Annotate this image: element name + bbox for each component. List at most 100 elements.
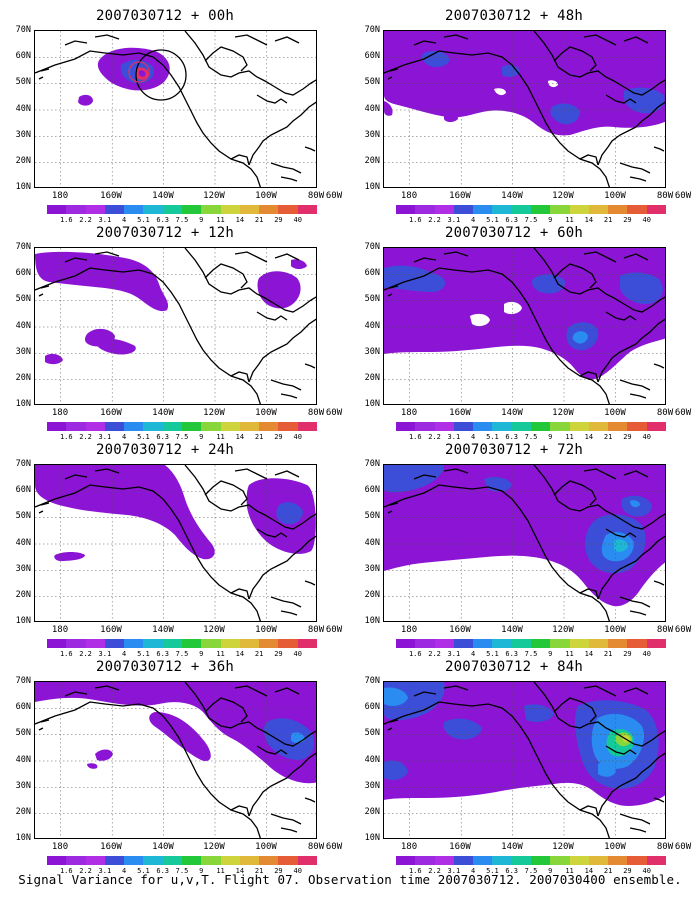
colorbar-swatch (220, 205, 240, 214)
colorbar-label: 5.1 (486, 216, 499, 224)
lat-label: 10N (364, 616, 380, 626)
colorbar-swatch (220, 856, 240, 865)
colorbar-swatch (201, 639, 221, 648)
colorbar-label: 40 (642, 216, 651, 224)
lon-label: 160W (449, 625, 471, 635)
colorbar-swatch (47, 639, 67, 648)
colorbar-swatch (124, 422, 144, 431)
coastline (35, 248, 316, 404)
colorbar-swatch (608, 856, 628, 865)
lon-label: 180 (400, 191, 418, 201)
lat-label: 20N (15, 373, 31, 383)
lat-label: 40N (364, 321, 380, 331)
colorbar-label: 11 (216, 433, 225, 441)
panel-title: 2007030712 + 36h (95, 659, 235, 675)
lon-label: 120W (203, 408, 225, 418)
lon-label: 60W (674, 842, 692, 852)
colorbar-label: 9 (548, 433, 553, 441)
lat-label: 50N (364, 294, 380, 304)
colorbar-label: 4 (122, 650, 127, 658)
colorbar-swatch (415, 639, 435, 648)
lon-label: 80W (307, 408, 325, 418)
colorbar-label: 2.2 (428, 867, 441, 875)
lat-label: 50N (15, 294, 31, 304)
panel-84h: 2007030712 + 84h (349, 659, 691, 875)
map (34, 681, 317, 839)
colorbar-swatch (646, 639, 666, 648)
colorbar-label: 5.1 (137, 433, 150, 441)
colorbar-label: 11 (216, 216, 225, 224)
colorbar-label: 21 (603, 433, 613, 441)
colorbar-label: 21 (254, 216, 264, 224)
colorbar-swatch (473, 205, 493, 214)
coastline (384, 682, 665, 838)
colorbar-label: 1.6 (408, 433, 422, 441)
colorbar-swatch (162, 856, 182, 865)
lat-label: 70N (364, 459, 380, 469)
colorbar-label: 1.6 (59, 867, 73, 875)
colorbar-swatch (278, 422, 298, 431)
colorbar-swatch (143, 639, 163, 648)
lat-label: 10N (364, 833, 380, 843)
colorbar-label: 3.1 (98, 216, 112, 224)
colorbar-swatch (511, 422, 531, 431)
lat-label: 30N (364, 347, 380, 357)
lat-label: 60N (364, 702, 380, 712)
colorbar-swatch (259, 856, 279, 865)
colorbar-swatch (124, 205, 144, 214)
colorbar-swatch (259, 205, 279, 214)
colorbar-swatch (434, 205, 454, 214)
lon-label: 120W (552, 408, 574, 418)
colorbar-swatch (550, 205, 570, 214)
lon-label: 140W (152, 625, 174, 635)
colorbar (47, 205, 317, 214)
lon-label: 180 (400, 842, 418, 852)
colorbar-label: 40 (293, 433, 302, 441)
map (34, 464, 317, 622)
colorbar-swatch (396, 422, 416, 431)
lat-label: 30N (364, 130, 380, 140)
colorbar-label: 29 (274, 650, 283, 658)
colorbar-swatch (627, 205, 647, 214)
colorbar-label: 14 (584, 216, 594, 224)
lat-label: 10N (15, 399, 31, 409)
map-canvas (35, 31, 316, 187)
colorbar-label: 9 (548, 650, 553, 658)
lon-label: 160W (449, 191, 471, 201)
colorbar-label: 1.6 (408, 650, 422, 658)
colorbar-label: 5.1 (486, 433, 499, 441)
map (383, 681, 666, 839)
lon-label: 60W (325, 408, 343, 418)
colorbar-swatch (550, 639, 570, 648)
colorbar-label: 3.1 (447, 433, 461, 441)
colorbar-label: 14 (235, 433, 245, 441)
lon-label: 140W (501, 842, 523, 852)
lat-label: 50N (15, 77, 31, 87)
colorbar-label: 5.1 (486, 650, 499, 658)
colorbar-swatch (627, 639, 647, 648)
colorbar-label: 3.1 (98, 867, 112, 875)
colorbar-swatch (201, 205, 221, 214)
colorbar-label: 4 (122, 216, 127, 224)
colorbar-swatch (143, 856, 163, 865)
lat-label: 50N (364, 511, 380, 521)
lat-label: 60N (15, 51, 31, 61)
colorbar-label: 5.1 (137, 650, 150, 658)
colorbar-label: 11 (565, 216, 574, 224)
colorbar-label: 11 (565, 433, 574, 441)
colorbar-label: 40 (293, 216, 302, 224)
colorbar-swatch (124, 856, 144, 865)
panel-title: 2007030712 + 12h (95, 225, 235, 241)
colorbar-label: 9 (199, 867, 204, 875)
colorbar-label: 1.6 (59, 433, 73, 441)
colorbar-label: 6.3 (505, 433, 519, 441)
lat-label: 60N (15, 485, 31, 495)
coastline (35, 465, 316, 621)
colorbar-label: 1.6 (408, 867, 422, 875)
colorbar-label: 21 (254, 650, 264, 658)
colorbar-label: 29 (623, 650, 632, 658)
colorbar-label: 3.1 (447, 867, 461, 875)
lat-label: 40N (15, 755, 31, 765)
colorbar-label: 6.3 (505, 867, 519, 875)
lon-label: 120W (203, 191, 225, 201)
